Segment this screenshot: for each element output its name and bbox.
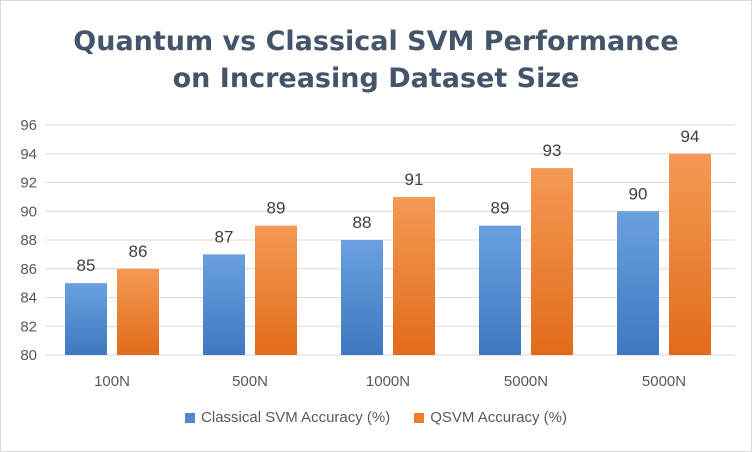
bar-qsvm xyxy=(393,196,435,355)
chart-title-line-1: Quantum vs Classical SVM Performance xyxy=(73,26,679,57)
bar-classical xyxy=(617,211,659,355)
x-tick-label: 100N xyxy=(94,373,130,390)
y-tick-label: 80 xyxy=(20,347,37,364)
legend-item-classical: Classical SVM Accuracy (%) xyxy=(185,409,390,426)
data-label-classical: 89 xyxy=(491,199,510,218)
data-label-qsvm: 93 xyxy=(543,141,562,160)
data-labels: 85 86 87 89 88 91 89 93 90 94 xyxy=(77,127,700,275)
y-tick-label: 92 xyxy=(20,175,37,192)
y-axis-ticks: 80 82 84 86 88 90 92 94 96 xyxy=(20,117,37,364)
legend-label-qsvm: QSVM Accuracy (%) xyxy=(430,409,567,426)
bar-classical xyxy=(203,254,245,355)
y-tick-label: 96 xyxy=(20,117,37,134)
bar-classical xyxy=(479,225,521,355)
y-tick-label: 88 xyxy=(20,232,37,249)
bar-qsvm xyxy=(669,153,711,355)
data-label-qsvm: 91 xyxy=(405,170,424,189)
x-tick-label: 1000N xyxy=(366,373,410,390)
bar-qsvm xyxy=(117,268,159,355)
y-tick-label: 90 xyxy=(20,203,37,220)
legend: Classical SVM Accuracy (%) QSVM Accuracy… xyxy=(1,409,751,426)
legend-item-qsvm: QSVM Accuracy (%) xyxy=(414,409,567,426)
bar-qsvm xyxy=(531,168,573,355)
legend-swatch-qsvm xyxy=(414,412,425,423)
x-axis-ticks: 100N 500N 1000N 5000N 5000N xyxy=(94,373,686,390)
chart-title: Quantum vs Classical SVM Performance on … xyxy=(1,23,751,97)
y-tick-label: 94 xyxy=(20,146,37,163)
data-label-classical: 85 xyxy=(77,256,96,275)
bar-qsvm xyxy=(255,225,297,355)
y-tick-label: 86 xyxy=(20,261,37,278)
data-label-classical: 90 xyxy=(629,184,648,203)
bar-classical xyxy=(341,240,383,355)
y-tick-label: 82 xyxy=(20,318,37,335)
data-label-classical: 87 xyxy=(215,227,234,246)
data-label-qsvm: 89 xyxy=(267,199,286,218)
data-label-qsvm: 86 xyxy=(129,242,148,261)
x-tick-label: 5000N xyxy=(642,373,686,390)
chart-title-line-2: on Increasing Dataset Size xyxy=(172,63,580,94)
x-tick-label: 500N xyxy=(232,373,268,390)
legend-swatch-classical xyxy=(185,412,196,423)
legend-label-classical: Classical SVM Accuracy (%) xyxy=(201,409,391,426)
bars xyxy=(65,153,711,355)
data-label-qsvm: 94 xyxy=(681,127,700,146)
data-label-classical: 88 xyxy=(353,213,372,232)
bar-classical xyxy=(65,283,107,355)
y-tick-label: 84 xyxy=(20,290,37,307)
x-tick-label: 5000N xyxy=(504,373,548,390)
